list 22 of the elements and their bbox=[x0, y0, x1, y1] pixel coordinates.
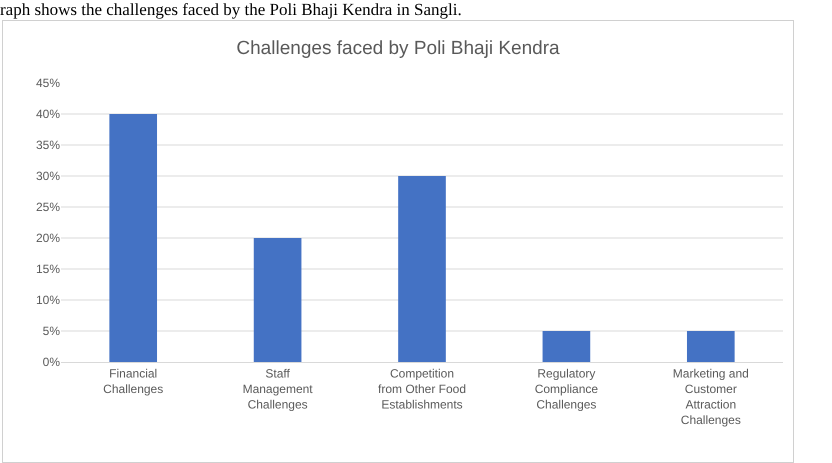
x-tick-label: Competition from Other Food Establishments bbox=[378, 366, 466, 412]
x-tick-label: Financial Challenges bbox=[103, 366, 164, 396]
x-tick-label: Marketing and Customer Attraction Challenges bbox=[672, 366, 749, 428]
bar bbox=[109, 114, 158, 362]
chart-title: Challenges faced by Poli Bhaji Kendra bbox=[236, 38, 560, 60]
y-tick-label: 5% bbox=[42, 324, 60, 338]
y-tick-label: 15% bbox=[36, 262, 60, 276]
bar bbox=[254, 238, 302, 362]
y-tick-label: 20% bbox=[36, 231, 60, 246]
y-tick-label: 35% bbox=[36, 138, 60, 152]
y-tick-label: 25% bbox=[36, 200, 60, 214]
y-tick-label: 40% bbox=[36, 107, 60, 122]
text: raph shows the challenges faced by the Poli Bhaji Kendra in Sangli. bbox=[0, 0, 462, 20]
y-tick-label: 30% bbox=[36, 169, 60, 184]
bar bbox=[686, 331, 735, 362]
x-tick-label: Regulatory Compliance Challenges bbox=[534, 366, 598, 412]
y-tick-label: 45% bbox=[36, 76, 60, 90]
y-tick-label: 10% bbox=[36, 293, 60, 308]
y-tick-label: 0% bbox=[42, 355, 60, 370]
bar bbox=[542, 331, 590, 362]
x-tick-label: Staff Management Challenges bbox=[242, 366, 314, 412]
bar bbox=[398, 176, 446, 362]
